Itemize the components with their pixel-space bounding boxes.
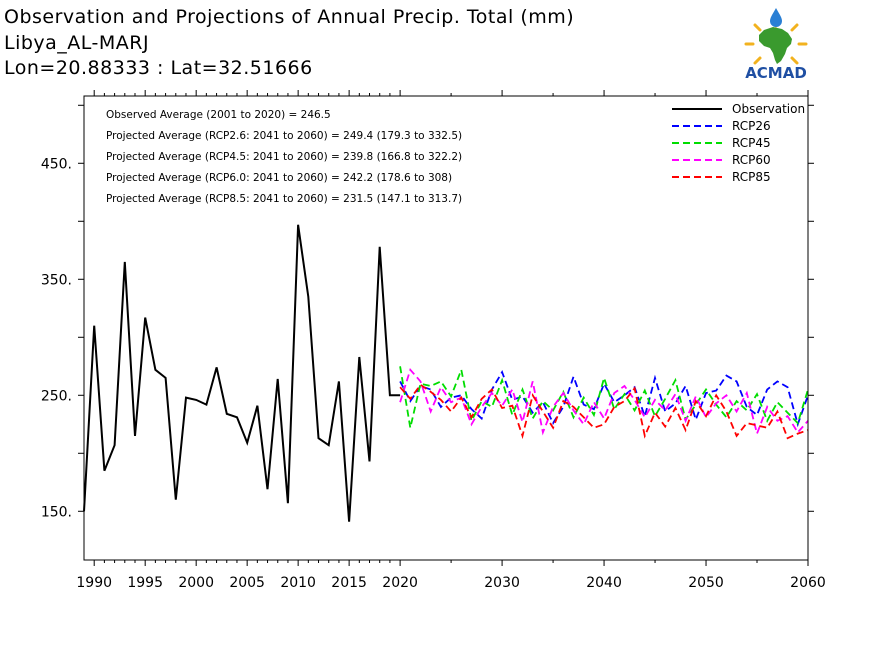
legend-label-rcp60: RCP60: [732, 153, 771, 167]
logo-text: ACMAD: [745, 64, 807, 82]
x-tick-label: 2010: [280, 575, 316, 591]
annotation-2: Projected Average (RCP2.6: 2041 to 2060)…: [106, 130, 462, 142]
x-tick-label: 2060: [790, 575, 826, 591]
chart-title: Observation and Projections of Annual Pr…: [4, 6, 575, 28]
legend-label-rcp85: RCP85: [732, 170, 771, 184]
y-tick-label: 250.: [41, 388, 72, 404]
legend-label-observation: Observation: [732, 102, 805, 116]
x-tick-label: 2040: [586, 575, 622, 591]
y-tick-label: 350.: [41, 272, 72, 288]
acmad-logo: ACMAD: [744, 8, 808, 82]
series-line-rcp60: [399, 368, 809, 437]
annotation-1: Observed Average (2001 to 2020) = 246.5: [106, 109, 331, 121]
series-line-observation: [83, 224, 401, 522]
x-tick-label: 2000: [178, 575, 214, 591]
y-tick-label: 450.: [41, 156, 72, 172]
raindrop-icon: [770, 8, 782, 27]
annotation-3: Projected Average (RCP4.5: 2041 to 2060)…: [106, 151, 462, 163]
x-tick-label: 2015: [331, 575, 367, 591]
x-tick-label: 2050: [688, 575, 724, 591]
station-coordinates: Lon=20.88333 : Lat=32.51666: [4, 57, 313, 79]
series-line-rcp85: [399, 383, 809, 440]
x-tick-label: 2020: [382, 575, 418, 591]
y-tick-label: 150.: [41, 504, 72, 520]
x-tick-label: 2030: [484, 575, 520, 591]
legend-label-rcp26: RCP26: [732, 119, 771, 133]
annotation-5: Projected Average (RCP8.5: 2041 to 2060)…: [106, 193, 462, 205]
x-tick-label: 1995: [127, 575, 163, 591]
station-name: Libya_AL-MARJ: [4, 32, 150, 54]
africa-map-icon: [759, 27, 792, 64]
plot-frame: [83, 95, 809, 561]
sun-rays-icon: [744, 18, 808, 65]
x-tick-label: 1990: [76, 575, 112, 591]
legend-label-rcp45: RCP45: [732, 136, 771, 150]
x-tick-label: 2005: [229, 575, 265, 591]
annotation-4: Projected Average (RCP6.0: 2041 to 2060)…: [106, 172, 452, 184]
series-line-rcp45: [399, 366, 809, 429]
